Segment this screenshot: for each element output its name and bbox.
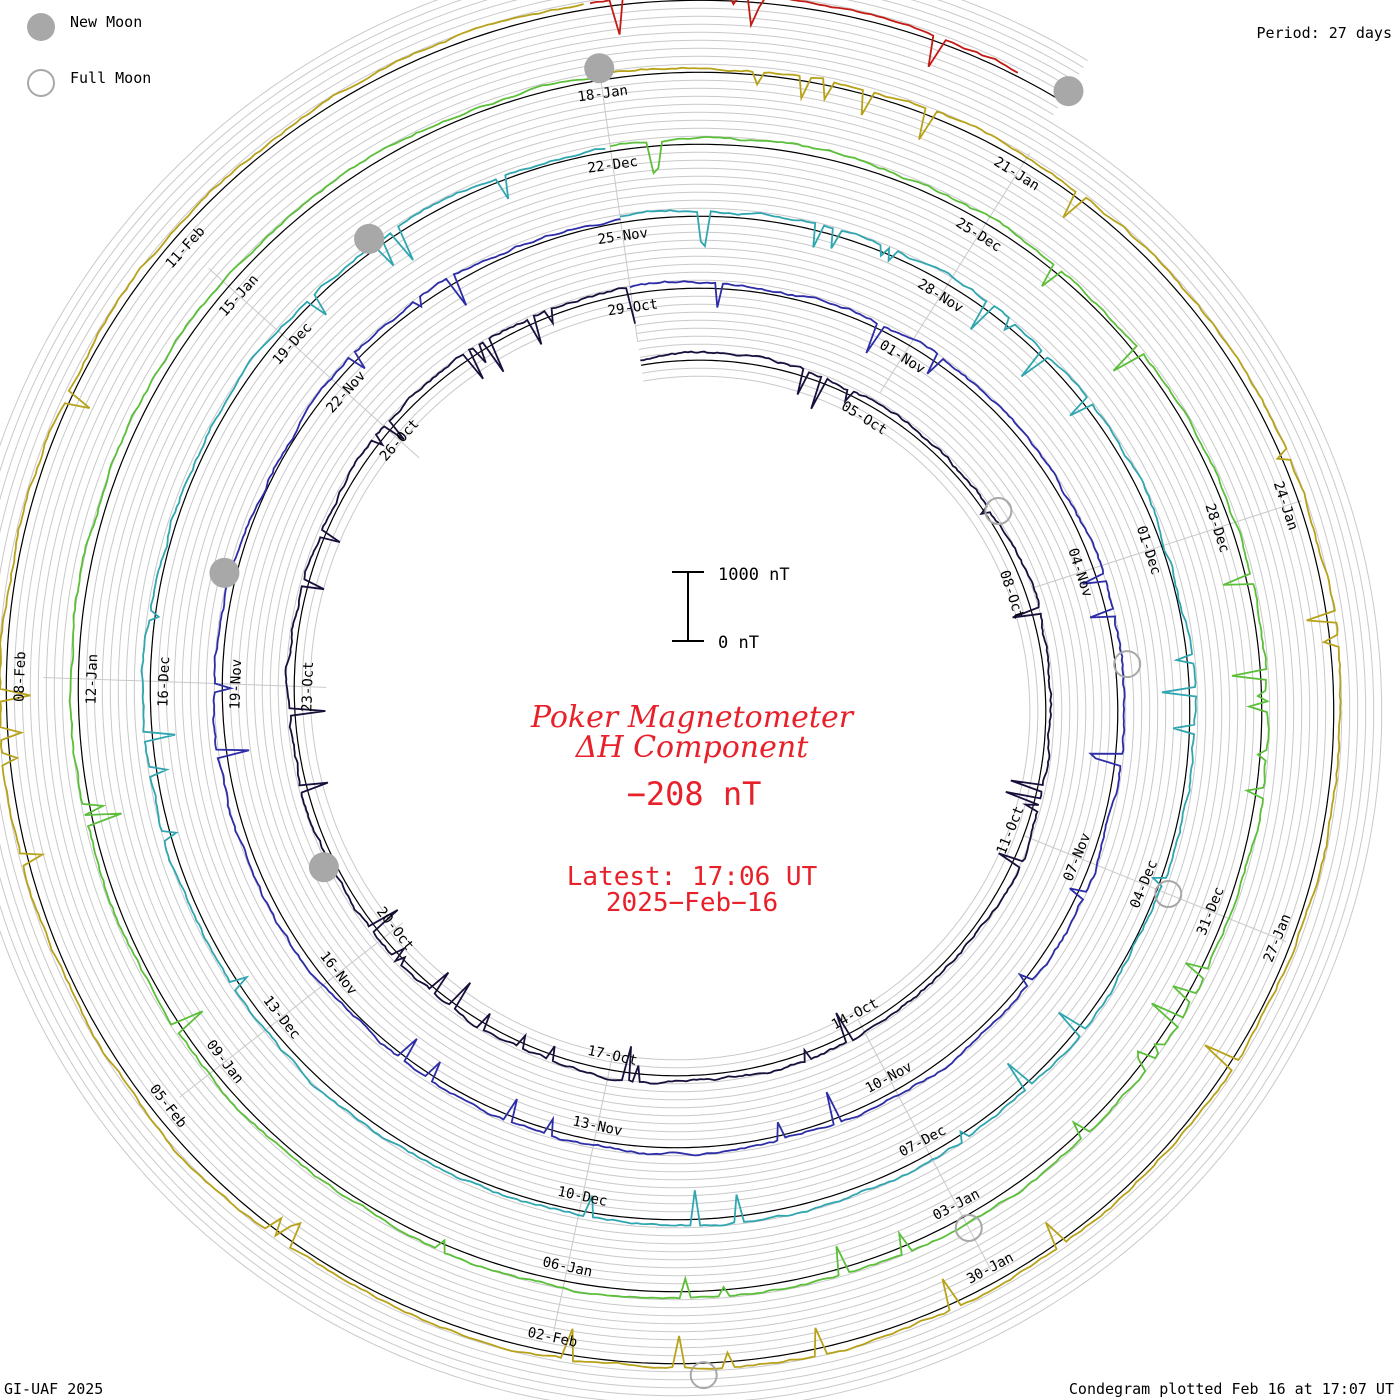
date-tick-label: 02-Feb — [526, 1325, 579, 1351]
date-tick-label: 04-Dec — [1127, 858, 1161, 911]
date-tick-label: 08-Feb — [12, 651, 30, 702]
date-tick-label: 16-Dec — [155, 656, 173, 707]
chart-title: Poker Magnetometer — [530, 700, 855, 735]
date-tick-label: 22-Nov — [323, 368, 369, 416]
date-tick-label: 25-Nov — [597, 225, 649, 248]
date-tick-label: 16-Nov — [316, 949, 360, 999]
full-moon-marker — [1154, 880, 1183, 909]
grid-radial-line — [553, 1053, 614, 1332]
grid-radial-line — [43, 676, 327, 688]
rotation-trace — [284, 287, 1053, 1085]
date-tick-label: 11-Oct — [994, 804, 1028, 857]
latest-date: 2025−Feb−16 — [606, 888, 778, 918]
center-title-block: Poker Magnetometer ΔH Component −208 nT … — [530, 700, 855, 918]
date-tick-label: 13-Dec — [260, 993, 304, 1043]
period-label: Period: 27 days — [1256, 24, 1392, 42]
date-tick-label: 29-Oct — [607, 296, 659, 319]
rotation-trace — [68, 76, 1270, 1300]
date-tick-label: 19-Dec — [270, 320, 316, 368]
date-tick-label: 13-Nov — [571, 1113, 624, 1139]
baseline-spiral-path — [5, 0, 1335, 1365]
grid-radial-line — [857, 1019, 992, 1270]
date-tick-label: 23-Oct — [299, 661, 317, 712]
scale-bottom-label: 0 nT — [718, 633, 759, 653]
date-tick-label: 12-Jan — [84, 654, 102, 705]
new-moon-marker — [1053, 76, 1084, 107]
new-moon-marker — [308, 852, 339, 883]
full-moon-legend-icon — [27, 69, 55, 97]
baseline-spiral — [5, 0, 1335, 1365]
date-tick-label: 14-Oct — [829, 995, 881, 1033]
date-tick-label: 21-Jan — [991, 154, 1042, 194]
grid-radial-line — [879, 152, 1031, 394]
full-moon-marker — [1113, 650, 1142, 679]
footer-plotted: Condegram plotted Feb 16 at 17:07 UT — [1068, 1380, 1394, 1398]
footer-credit: GI-UAF 2025 — [4, 1380, 104, 1398]
date-tick-label: 18-Jan — [577, 83, 629, 106]
date-tick-label: 11-Feb — [163, 224, 209, 272]
grid-spiral-track — [5, 0, 1335, 1365]
chart-subtitle: ΔH Component — [575, 730, 809, 765]
full-moon-marker — [954, 1214, 983, 1243]
grid-spiral-track — [0, 0, 1343, 1373]
moon-markers — [209, 53, 1183, 1390]
date-tick-label: 25-Dec — [953, 215, 1004, 255]
new-moon-legend-label: New Moon — [70, 13, 142, 31]
rotation-trace — [140, 147, 1198, 1227]
new-moon-marker — [354, 223, 385, 254]
date-tick-label: 05-Oct — [838, 398, 889, 438]
date-tick-label: 30-Jan — [964, 1250, 1016, 1288]
date-tick-label: 07-Nov — [1061, 831, 1095, 884]
grid-radial-line — [179, 922, 404, 1098]
date-tick-label: 10-Dec — [556, 1184, 609, 1210]
scale-bar: 1000 nT 0 nT — [672, 565, 790, 653]
full-moon-marker — [984, 497, 1013, 526]
full-moon-legend-label: Full Moon — [70, 69, 151, 87]
date-tick-label: 09-Jan — [203, 1037, 247, 1087]
new-moon-marker — [584, 53, 615, 84]
date-tick-label: 22-Dec — [587, 154, 639, 177]
date-tick-label: 15-Jan — [216, 272, 262, 320]
grid-radial-line — [1023, 835, 1287, 943]
date-tick-label: 06-Jan — [541, 1254, 594, 1280]
date-tick-label: 19-Nov — [227, 659, 245, 710]
grid-radial-line — [1032, 500, 1302, 589]
rotation-trace — [0, 3, 1342, 1370]
date-tick-label: 26-Oct — [377, 416, 423, 464]
date-tick-label: 05-Feb — [146, 1081, 190, 1131]
date-tick-label: 01-Nov — [876, 337, 927, 377]
rotation-trace — [212, 218, 1126, 1157]
rotation-trace — [589, 0, 1019, 74]
full-moon-marker — [689, 1361, 718, 1390]
new-moon-marker — [209, 557, 240, 588]
date-tick-label: 31-Dec — [1194, 885, 1228, 938]
latest-time: Latest: 17:06 UT — [567, 862, 818, 892]
scale-top-label: 1000 nT — [718, 565, 790, 585]
grid-radial-line — [597, 61, 639, 342]
new-moon-legend-icon — [27, 13, 55, 41]
current-value: −208 nT — [627, 775, 762, 813]
date-tick-label: 08-Oct — [996, 568, 1027, 621]
data-traces — [0, 0, 1342, 1370]
